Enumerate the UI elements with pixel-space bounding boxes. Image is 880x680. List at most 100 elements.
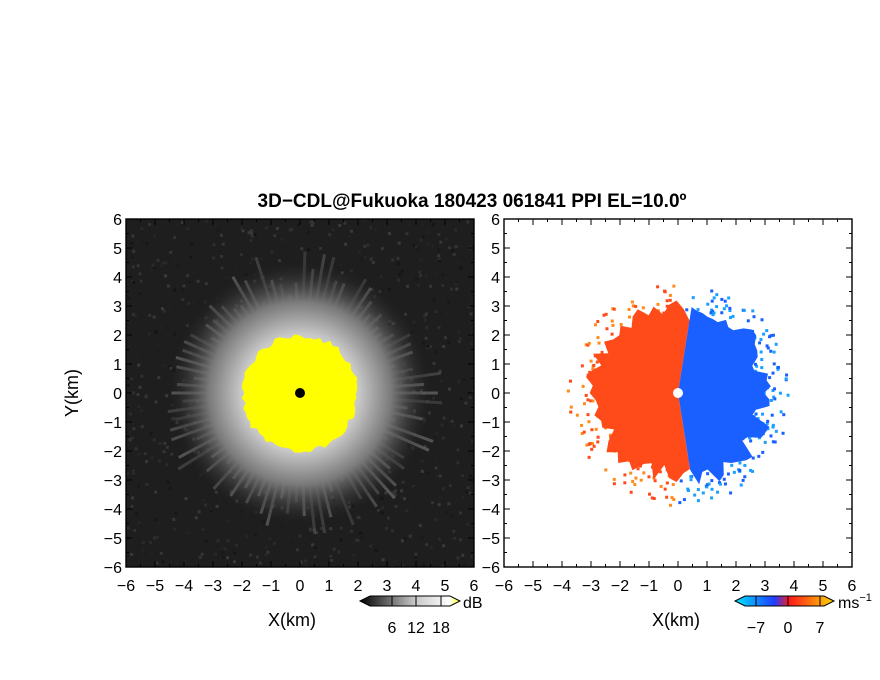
velocity-pixel <box>771 389 775 393</box>
noise-pixel <box>424 274 428 278</box>
noise-pixel <box>141 540 145 544</box>
intensity-x-tick-label: 6 <box>470 578 479 595</box>
noise-pixel <box>180 221 184 225</box>
velocity-pixel <box>569 405 573 409</box>
noise-pixel <box>158 442 162 446</box>
velocity-x-tick-label: 0 <box>674 578 683 595</box>
velocity-y-tick-label: 4 <box>491 270 500 287</box>
velocity-pixel <box>753 362 757 366</box>
velocity-colorbar-unit-group: ms−1 <box>838 592 872 612</box>
velocity-pixel <box>639 464 643 468</box>
velocity-pixel <box>612 482 616 486</box>
noise-pixel <box>173 477 177 481</box>
noise-pixel <box>471 439 474 443</box>
noise-pixel <box>432 223 436 227</box>
noise-pixel <box>427 411 431 415</box>
noise-pixel <box>398 232 402 236</box>
noise-pixel <box>188 280 192 284</box>
noise-pixel <box>165 445 169 449</box>
noise-pixel <box>154 330 158 334</box>
velocity-pixel <box>711 313 715 317</box>
noise-pixel <box>157 376 161 380</box>
velocity-pixel <box>656 285 660 289</box>
velocity-pixel <box>604 468 608 472</box>
velocity-pixel <box>594 427 598 431</box>
noise-pixel <box>253 233 257 237</box>
noise-pixel <box>447 502 451 506</box>
velocity-x-tick-label: 6 <box>848 578 857 595</box>
velocity-pixel <box>678 501 682 505</box>
velocity-pixel <box>696 499 700 503</box>
noise-pixel <box>443 336 447 340</box>
velocity-y-tick-label: 6 <box>491 212 500 229</box>
noise-pixel <box>384 491 388 495</box>
noise-pixel <box>219 233 223 237</box>
velocity-pixel <box>715 293 719 297</box>
velocity-y-tick-label: −3 <box>482 473 500 490</box>
noise-pixel <box>437 537 441 541</box>
noise-pixel <box>352 553 356 557</box>
noise-pixel <box>423 444 427 448</box>
noise-pixel <box>131 312 135 316</box>
intensity-y-tick-label: 4 <box>113 270 122 287</box>
velocity-pixel <box>586 343 590 347</box>
noise-pixel <box>128 430 132 434</box>
noise-pixel <box>339 263 343 267</box>
velocity-pixel <box>679 479 683 483</box>
noise-pixel <box>377 508 381 512</box>
noise-pixel <box>425 230 429 234</box>
noise-pixel <box>130 241 134 245</box>
velocity-y-tick-label: 0 <box>491 386 500 403</box>
velocity-negative-region <box>678 307 771 485</box>
velocity-pixel <box>773 397 777 401</box>
noise-pixel <box>419 274 423 278</box>
noise-pixel <box>240 510 244 514</box>
noise-pixel <box>462 563 466 567</box>
velocity-colorbar-tick-label: 0 <box>784 620 793 637</box>
noise-pixel <box>434 310 438 314</box>
noise-pixel <box>173 288 177 292</box>
noise-pixel <box>186 227 190 231</box>
noise-pixel <box>457 380 461 384</box>
noise-pixel <box>178 453 182 457</box>
noise-pixel <box>239 253 243 257</box>
noise-pixel <box>414 245 418 249</box>
noise-pixel <box>465 355 469 359</box>
velocity-pixel <box>772 395 776 399</box>
noise-pixel <box>141 239 145 243</box>
velocity-pixel <box>741 478 745 482</box>
noise-pixel <box>191 248 195 252</box>
noise-pixel <box>401 480 405 484</box>
velocity-pixel <box>588 370 592 374</box>
velocity-pixel <box>623 473 627 477</box>
noise-pixel <box>357 250 361 254</box>
noise-pixel <box>396 256 400 260</box>
noise-pixel <box>452 252 456 256</box>
noise-pixel <box>290 227 294 231</box>
noise-pixel <box>185 323 189 327</box>
intensity-x-tick-label: 0 <box>296 578 305 595</box>
velocity-x-label: X(km) <box>652 610 700 630</box>
noise-pixel <box>329 554 333 558</box>
intensity-colorbar-ticks: 6 12 18 <box>388 596 450 637</box>
noise-pixel <box>468 491 472 495</box>
noise-pixel <box>304 565 308 567</box>
velocity-pixel <box>765 422 769 426</box>
noise-pixel <box>454 280 458 284</box>
velocity-pixel <box>710 479 714 483</box>
noise-pixel <box>423 318 427 322</box>
noise-pixel <box>428 345 432 349</box>
velocity-pixel <box>696 308 700 312</box>
noise-pixel <box>179 564 183 567</box>
noise-pixel <box>426 344 430 348</box>
noise-pixel <box>400 489 404 493</box>
velocity-pixel <box>717 481 721 485</box>
noise-pixel <box>437 233 441 237</box>
noise-pixel <box>212 243 216 247</box>
noise-pixel <box>241 229 245 233</box>
noise-pixel <box>393 489 397 493</box>
noise-pixel <box>360 535 364 539</box>
noise-pixel <box>132 471 136 475</box>
noise-pixel <box>155 350 159 354</box>
velocity-pixel <box>759 350 763 354</box>
